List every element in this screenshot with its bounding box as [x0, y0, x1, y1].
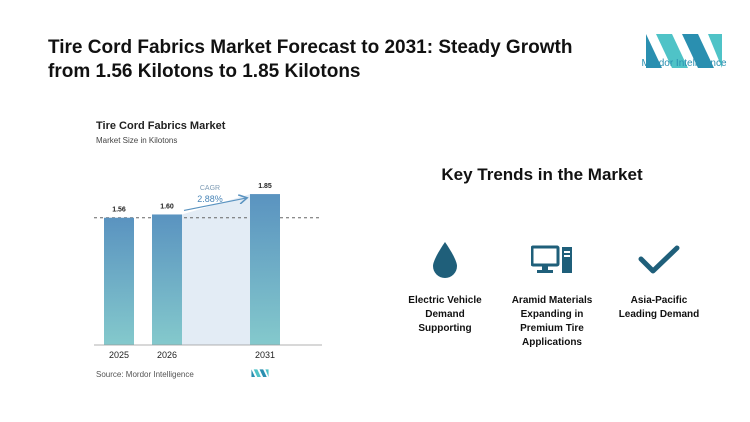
- bar-chart: 1.56 2025 1.60 2026 1.85 2031 CAGR 2.88%: [94, 183, 322, 360]
- source-note: Source: Mordor Intelligence: [96, 370, 194, 379]
- x-tick-label: 2025: [109, 350, 129, 360]
- chart-subtitle: Market Size in Kilotons: [96, 136, 178, 145]
- bar-2025: [104, 217, 134, 345]
- computer-icon: [531, 245, 572, 273]
- trend-label: Aramid Materials Expanding in Premium Ti…: [511, 295, 593, 348]
- chart-title: Tire Cord Fabrics Market: [96, 120, 226, 132]
- bar-value-label: 1.56: [112, 207, 126, 214]
- growth-band: [182, 194, 250, 345]
- page-headline: Tire Cord Fabrics Market Forecast to 203…: [48, 37, 573, 82]
- bar-value-label: 1.60: [160, 203, 174, 210]
- trend-electric-vehicle: Electric Vehicle Demand Supporting: [390, 240, 500, 336]
- trend-label: Asia-Pacific Leading Demand: [618, 295, 700, 320]
- bar-2026: [152, 214, 182, 345]
- bar-2031: [250, 194, 280, 345]
- x-tick-label: 2031: [255, 350, 275, 360]
- cagr-arrow: [183, 198, 246, 212]
- trend-label: Electric Vehicle Demand Supporting: [408, 295, 482, 334]
- trends-title: Key Trends in the Market: [441, 165, 643, 184]
- trend-aramid-materials: Aramid Materials Expanding in Premium Ti…: [497, 240, 607, 350]
- mordor-logo-icon: [646, 34, 722, 68]
- mini-logo-icon: [251, 369, 269, 378]
- bar-value-label: 1.85: [258, 183, 272, 190]
- cagr-label: CAGR: [200, 185, 220, 192]
- water-drop-icon: [433, 242, 457, 278]
- checkmark-icon: [638, 245, 680, 274]
- brand-name: Mordor Intelligence: [641, 58, 727, 69]
- cagr-value: 2.88%: [197, 194, 223, 204]
- x-tick-label: 2026: [157, 350, 177, 360]
- trend-asia-pacific: Asia-Pacific Leading Demand: [604, 240, 714, 322]
